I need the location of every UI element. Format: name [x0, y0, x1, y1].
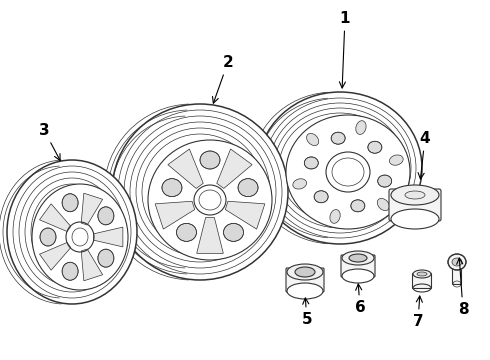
Polygon shape — [94, 227, 123, 247]
Ellipse shape — [405, 191, 425, 199]
FancyBboxPatch shape — [413, 274, 432, 288]
Ellipse shape — [417, 272, 427, 276]
Polygon shape — [196, 217, 223, 253]
Ellipse shape — [62, 262, 78, 280]
Polygon shape — [40, 243, 71, 270]
Polygon shape — [40, 204, 71, 231]
Polygon shape — [225, 201, 265, 229]
Polygon shape — [81, 193, 103, 225]
Polygon shape — [155, 201, 195, 229]
Ellipse shape — [98, 207, 114, 225]
Ellipse shape — [200, 151, 220, 169]
Ellipse shape — [349, 254, 367, 262]
Ellipse shape — [448, 254, 466, 270]
FancyBboxPatch shape — [452, 270, 462, 284]
Polygon shape — [81, 249, 103, 281]
Ellipse shape — [351, 200, 365, 212]
Ellipse shape — [295, 267, 315, 277]
Ellipse shape — [148, 140, 272, 260]
Ellipse shape — [377, 198, 390, 211]
FancyBboxPatch shape — [286, 268, 324, 292]
Text: 7: 7 — [413, 296, 423, 329]
Ellipse shape — [331, 132, 345, 144]
Ellipse shape — [112, 104, 288, 280]
Ellipse shape — [391, 209, 439, 229]
Ellipse shape — [286, 115, 410, 229]
Ellipse shape — [98, 249, 114, 267]
Ellipse shape — [390, 155, 403, 165]
Ellipse shape — [304, 157, 319, 169]
Ellipse shape — [452, 258, 462, 266]
Polygon shape — [168, 149, 203, 188]
Ellipse shape — [238, 179, 258, 197]
Ellipse shape — [307, 134, 318, 145]
Text: 2: 2 — [213, 54, 233, 103]
Ellipse shape — [62, 194, 78, 212]
Ellipse shape — [287, 264, 323, 280]
Ellipse shape — [7, 160, 137, 304]
Ellipse shape — [293, 179, 307, 189]
Ellipse shape — [223, 223, 244, 241]
Text: 1: 1 — [340, 10, 350, 88]
Ellipse shape — [40, 228, 56, 246]
FancyBboxPatch shape — [389, 189, 441, 221]
Ellipse shape — [330, 210, 340, 223]
Ellipse shape — [314, 191, 328, 203]
Ellipse shape — [287, 283, 323, 299]
Ellipse shape — [391, 185, 439, 205]
Ellipse shape — [162, 179, 182, 197]
Ellipse shape — [378, 175, 392, 187]
Text: 5: 5 — [302, 298, 312, 328]
Text: 4: 4 — [418, 131, 430, 179]
Text: 3: 3 — [39, 122, 60, 161]
Ellipse shape — [32, 184, 128, 290]
Ellipse shape — [413, 270, 431, 278]
Ellipse shape — [368, 141, 382, 153]
FancyBboxPatch shape — [341, 255, 375, 277]
Ellipse shape — [356, 121, 366, 134]
Ellipse shape — [258, 92, 422, 244]
Ellipse shape — [176, 223, 196, 241]
Ellipse shape — [342, 251, 374, 265]
Ellipse shape — [342, 269, 374, 283]
Polygon shape — [217, 149, 252, 188]
Text: 8: 8 — [457, 258, 468, 318]
Text: 6: 6 — [355, 284, 366, 315]
